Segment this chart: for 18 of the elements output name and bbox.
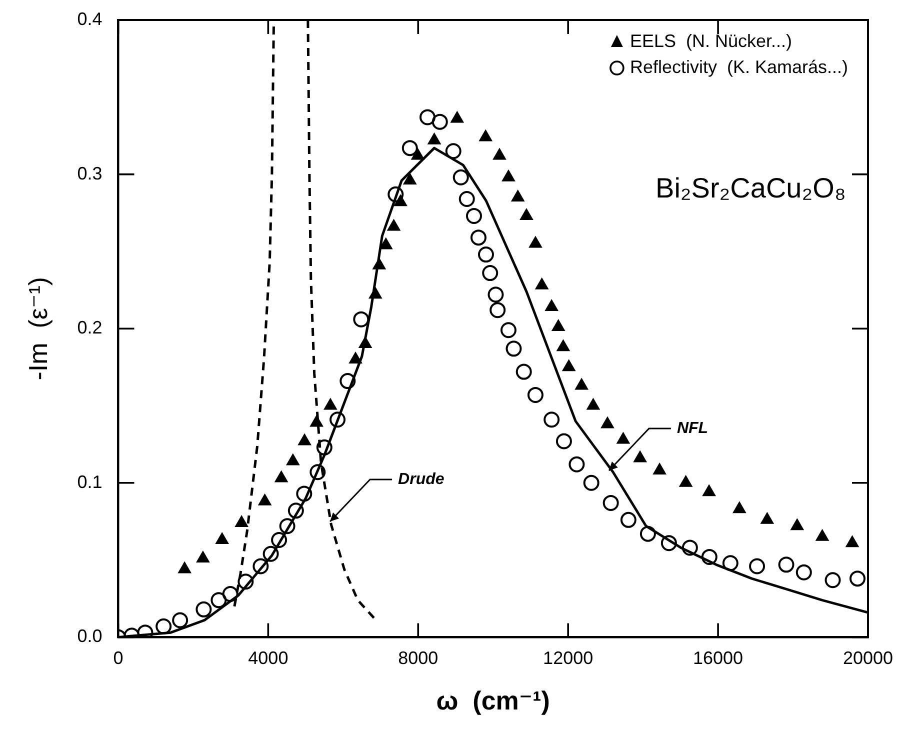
x-tick-label: 12000 [543,648,594,668]
x-axis-title: ω (cm⁻¹) [436,686,550,716]
y-tick-label: 0.1 [77,472,102,492]
annotation: NFL [676,420,708,437]
legend-label: EELS (N. Nücker...) [630,30,792,51]
x-tick-label: 8000 [398,648,438,668]
annotation: Bi₂Sr₂CaCu₂O₈ [656,172,846,204]
x-tick-label: 0 [113,648,124,668]
y-tick-label: 0.3 [77,163,102,184]
annotation: Drude [398,470,444,488]
y-tick-label: 0.2 [77,318,102,338]
legend-label: Reflectivity (K. Kamarás...) [630,56,848,77]
x-tick-label: 20000 [842,648,894,668]
x-tick-label: 4000 [248,648,288,668]
x-tick-label: 16000 [693,648,744,668]
y-axis-title: -Im (ε⁻¹) [22,276,53,380]
y-tick-label: 0.4 [77,8,102,29]
y-tick-label: 0.0 [77,626,102,646]
